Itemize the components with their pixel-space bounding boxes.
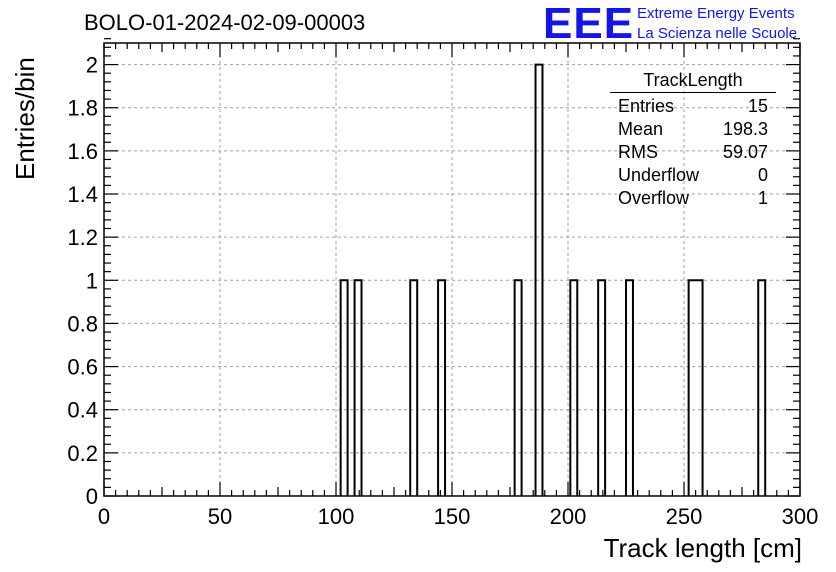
eee-logo: EEE — [543, 0, 635, 48]
y-tick-label: 1.2 — [67, 225, 98, 250]
stats-box: TrackLength Entries 15 Mean 198.3 RMS 59… — [610, 70, 776, 210]
eee-logo-caption: Extreme Energy Events La Scienza nelle S… — [637, 4, 797, 44]
histogram-bar — [409, 279, 419, 496]
stats-row-rms: RMS 59.07 — [610, 141, 776, 164]
stats-label: RMS — [618, 142, 658, 162]
stats-row-entries: Entries 15 — [610, 95, 776, 118]
histogram-bar — [597, 279, 607, 496]
histogram-bar — [339, 279, 349, 496]
stats-value: 198.3 — [722, 119, 768, 139]
stats-title: TrackLength — [610, 70, 776, 93]
y-tick-label: 0.8 — [67, 311, 98, 336]
axis-ticks — [103, 38, 801, 497]
y-tick-label: 0.2 — [67, 441, 98, 466]
x-axis-label: Track length [cm] — [603, 533, 802, 563]
histogram-bar — [534, 63, 544, 496]
stats-value: 15 — [747, 96, 768, 116]
histogram-bar — [569, 279, 579, 496]
x-tick-label: 50 — [208, 504, 232, 529]
logo-caption-line1: Extreme Energy Events — [637, 5, 795, 22]
stats-row-overflow: Overflow 1 — [610, 187, 776, 210]
x-tick-label: 200 — [550, 504, 587, 529]
stats-label: Overflow — [618, 188, 690, 208]
histogram-bar — [687, 279, 704, 496]
stats-value: 59.07 — [722, 142, 768, 162]
y-tick-label: 1.6 — [67, 139, 98, 164]
y-axis-label: Entries/bin — [10, 57, 40, 180]
histogram-bar — [513, 279, 523, 496]
histogram-bar — [757, 279, 767, 496]
y-tick-label: 0 — [86, 484, 98, 509]
x-tick-label: 100 — [318, 504, 355, 529]
histogram-bars — [339, 63, 767, 496]
grid-lines — [104, 43, 800, 496]
x-tick-label: 250 — [666, 504, 703, 529]
histogram-bar — [437, 279, 447, 496]
x-tick-label: 300 — [782, 504, 819, 529]
logo-caption-line2: La Scienza nelle Scuole — [637, 25, 798, 42]
y-tick-label: 1.8 — [67, 96, 98, 121]
x-tick-label: 150 — [434, 504, 471, 529]
y-tick-label: 1 — [86, 268, 98, 293]
histogram-bar — [625, 279, 634, 496]
stats-label: Underflow — [618, 165, 700, 185]
x-tick-label: 0 — [98, 504, 110, 529]
stats-row-underflow: Underflow 0 — [610, 164, 776, 187]
y-tick-label: 0.6 — [67, 355, 98, 380]
stats-value: 1 — [757, 188, 768, 208]
histogram-bar — [353, 279, 363, 496]
stats-value: 0 — [757, 165, 768, 185]
plot-title: BOLO-01-2024-02-09-00003 — [84, 10, 366, 35]
y-tick-label: 2 — [86, 53, 98, 78]
y-tick-label: 1.4 — [67, 182, 98, 207]
y-tick-label: 0.4 — [67, 398, 98, 423]
stats-label: Mean — [618, 119, 664, 139]
stats-label: Entries — [618, 96, 675, 116]
axis-tick-labels: 0 50 100 150 200 250 30000.20.40.60.811.21.41.… — [67, 53, 818, 529]
stats-row-mean: Mean 198.3 — [610, 118, 776, 141]
